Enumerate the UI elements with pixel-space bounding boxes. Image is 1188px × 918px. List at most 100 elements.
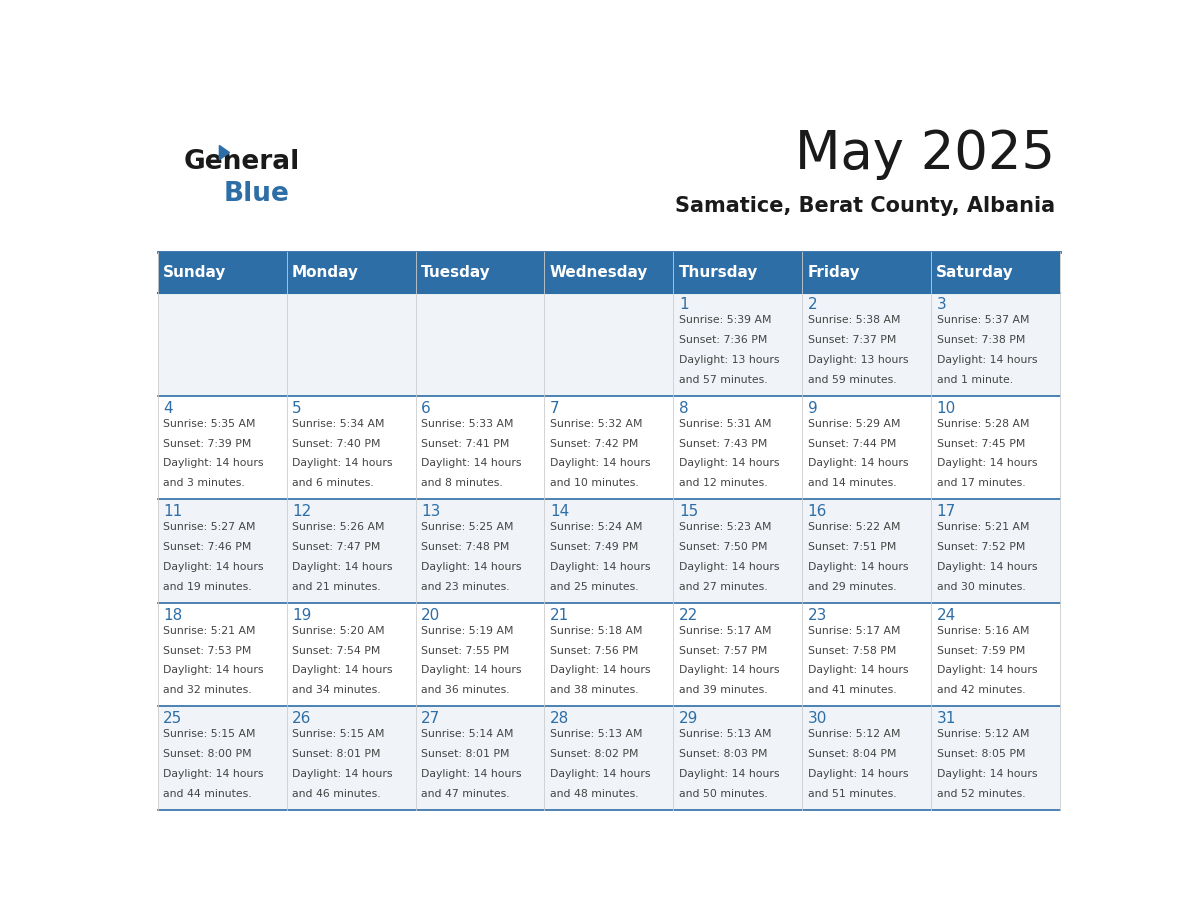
Bar (544, 396, 674, 499)
Polygon shape (220, 145, 229, 160)
Text: 20: 20 (421, 608, 441, 623)
Text: Sunset: 8:04 PM: Sunset: 8:04 PM (808, 749, 896, 759)
Text: Sunset: 7:56 PM: Sunset: 7:56 PM (550, 645, 638, 655)
Text: Daylight: 14 hours: Daylight: 14 hours (292, 458, 392, 468)
Bar (158, 603, 286, 707)
Bar (931, 603, 1060, 707)
Text: Sunday: Sunday (163, 264, 226, 279)
Text: Daylight: 14 hours: Daylight: 14 hours (936, 769, 1037, 778)
Text: Sunset: 7:49 PM: Sunset: 7:49 PM (550, 542, 638, 552)
Text: Sunset: 8:00 PM: Sunset: 8:00 PM (163, 749, 252, 759)
Text: Sunset: 8:02 PM: Sunset: 8:02 PM (550, 749, 638, 759)
Bar (931, 252, 1060, 293)
Text: Daylight: 14 hours: Daylight: 14 hours (163, 666, 264, 676)
Text: Daylight: 14 hours: Daylight: 14 hours (292, 666, 392, 676)
Text: 15: 15 (678, 505, 699, 520)
Text: Daylight: 14 hours: Daylight: 14 hours (808, 666, 908, 676)
Text: Sunset: 7:47 PM: Sunset: 7:47 PM (292, 542, 380, 552)
Text: and 17 minutes.: and 17 minutes. (936, 478, 1025, 488)
Bar (544, 707, 674, 810)
Text: 5: 5 (292, 401, 302, 416)
Text: Daylight: 14 hours: Daylight: 14 hours (678, 562, 779, 572)
Text: and 21 minutes.: and 21 minutes. (292, 582, 381, 592)
Text: Daylight: 14 hours: Daylight: 14 hours (421, 458, 522, 468)
Text: 7: 7 (550, 401, 560, 416)
Bar (931, 396, 1060, 499)
Bar (286, 603, 416, 707)
Bar (674, 499, 802, 603)
Text: 17: 17 (936, 505, 956, 520)
Text: 29: 29 (678, 711, 699, 726)
Text: Friday: Friday (808, 264, 860, 279)
Text: 23: 23 (808, 608, 827, 623)
Text: and 38 minutes.: and 38 minutes. (550, 686, 639, 695)
Text: Daylight: 14 hours: Daylight: 14 hours (936, 355, 1037, 365)
Text: Sunset: 7:42 PM: Sunset: 7:42 PM (550, 439, 638, 449)
Text: Daylight: 14 hours: Daylight: 14 hours (550, 458, 650, 468)
Text: Sunrise: 5:18 AM: Sunrise: 5:18 AM (550, 625, 643, 635)
Text: Sunset: 7:59 PM: Sunset: 7:59 PM (936, 645, 1025, 655)
Text: and 25 minutes.: and 25 minutes. (550, 582, 639, 592)
Text: Sunrise: 5:19 AM: Sunrise: 5:19 AM (421, 625, 513, 635)
Text: 10: 10 (936, 401, 956, 416)
Text: May 2025: May 2025 (796, 128, 1055, 180)
Text: 19: 19 (292, 608, 311, 623)
Bar (931, 707, 1060, 810)
Text: Sunrise: 5:34 AM: Sunrise: 5:34 AM (292, 419, 385, 429)
Text: Sunrise: 5:17 AM: Sunrise: 5:17 AM (808, 625, 901, 635)
Text: Sunset: 7:53 PM: Sunset: 7:53 PM (163, 645, 252, 655)
Text: and 52 minutes.: and 52 minutes. (936, 789, 1025, 799)
Text: Sunrise: 5:22 AM: Sunrise: 5:22 AM (808, 522, 901, 532)
Bar (416, 293, 544, 396)
Text: Sunrise: 5:15 AM: Sunrise: 5:15 AM (292, 729, 385, 739)
Text: and 23 minutes.: and 23 minutes. (421, 582, 510, 592)
Text: 16: 16 (808, 505, 827, 520)
Bar (802, 252, 931, 293)
Text: Sunrise: 5:31 AM: Sunrise: 5:31 AM (678, 419, 771, 429)
Text: Sunrise: 5:13 AM: Sunrise: 5:13 AM (550, 729, 643, 739)
Text: 14: 14 (550, 505, 569, 520)
Text: Sunset: 7:41 PM: Sunset: 7:41 PM (421, 439, 510, 449)
Text: Sunrise: 5:39 AM: Sunrise: 5:39 AM (678, 315, 771, 325)
Text: Sunset: 7:51 PM: Sunset: 7:51 PM (808, 542, 896, 552)
Text: 25: 25 (163, 711, 183, 726)
Text: and 12 minutes.: and 12 minutes. (678, 478, 767, 488)
Text: Sunrise: 5:28 AM: Sunrise: 5:28 AM (936, 419, 1029, 429)
Text: and 39 minutes.: and 39 minutes. (678, 686, 767, 695)
Text: and 27 minutes.: and 27 minutes. (678, 582, 767, 592)
Bar (158, 252, 286, 293)
Text: Daylight: 14 hours: Daylight: 14 hours (421, 769, 522, 778)
Text: 9: 9 (808, 401, 817, 416)
Bar (286, 707, 416, 810)
Text: Sunset: 7:36 PM: Sunset: 7:36 PM (678, 335, 767, 345)
Text: Daylight: 14 hours: Daylight: 14 hours (550, 769, 650, 778)
Text: and 34 minutes.: and 34 minutes. (292, 686, 381, 695)
Text: 24: 24 (936, 608, 956, 623)
Text: and 47 minutes.: and 47 minutes. (421, 789, 510, 799)
Text: Sunrise: 5:21 AM: Sunrise: 5:21 AM (936, 522, 1029, 532)
Bar (674, 252, 802, 293)
Bar (931, 293, 1060, 396)
Text: Daylight: 14 hours: Daylight: 14 hours (936, 666, 1037, 676)
Text: 13: 13 (421, 505, 441, 520)
Bar (158, 293, 286, 396)
Text: Sunset: 7:37 PM: Sunset: 7:37 PM (808, 335, 896, 345)
Text: Daylight: 14 hours: Daylight: 14 hours (678, 666, 779, 676)
Bar (802, 603, 931, 707)
Text: Saturday: Saturday (936, 264, 1015, 279)
Text: and 6 minutes.: and 6 minutes. (292, 478, 374, 488)
Text: 1: 1 (678, 297, 689, 312)
Bar (674, 396, 802, 499)
Text: General: General (183, 149, 299, 175)
Text: and 32 minutes.: and 32 minutes. (163, 686, 252, 695)
Text: Sunset: 7:43 PM: Sunset: 7:43 PM (678, 439, 767, 449)
Text: Daylight: 14 hours: Daylight: 14 hours (936, 562, 1037, 572)
Text: Tuesday: Tuesday (421, 264, 491, 279)
Text: 18: 18 (163, 608, 183, 623)
Text: Sunrise: 5:35 AM: Sunrise: 5:35 AM (163, 419, 255, 429)
Text: Sunrise: 5:33 AM: Sunrise: 5:33 AM (421, 419, 513, 429)
Text: Sunset: 7:44 PM: Sunset: 7:44 PM (808, 439, 896, 449)
Text: and 46 minutes.: and 46 minutes. (292, 789, 381, 799)
Text: Sunset: 7:58 PM: Sunset: 7:58 PM (808, 645, 896, 655)
Text: Daylight: 14 hours: Daylight: 14 hours (163, 769, 264, 778)
